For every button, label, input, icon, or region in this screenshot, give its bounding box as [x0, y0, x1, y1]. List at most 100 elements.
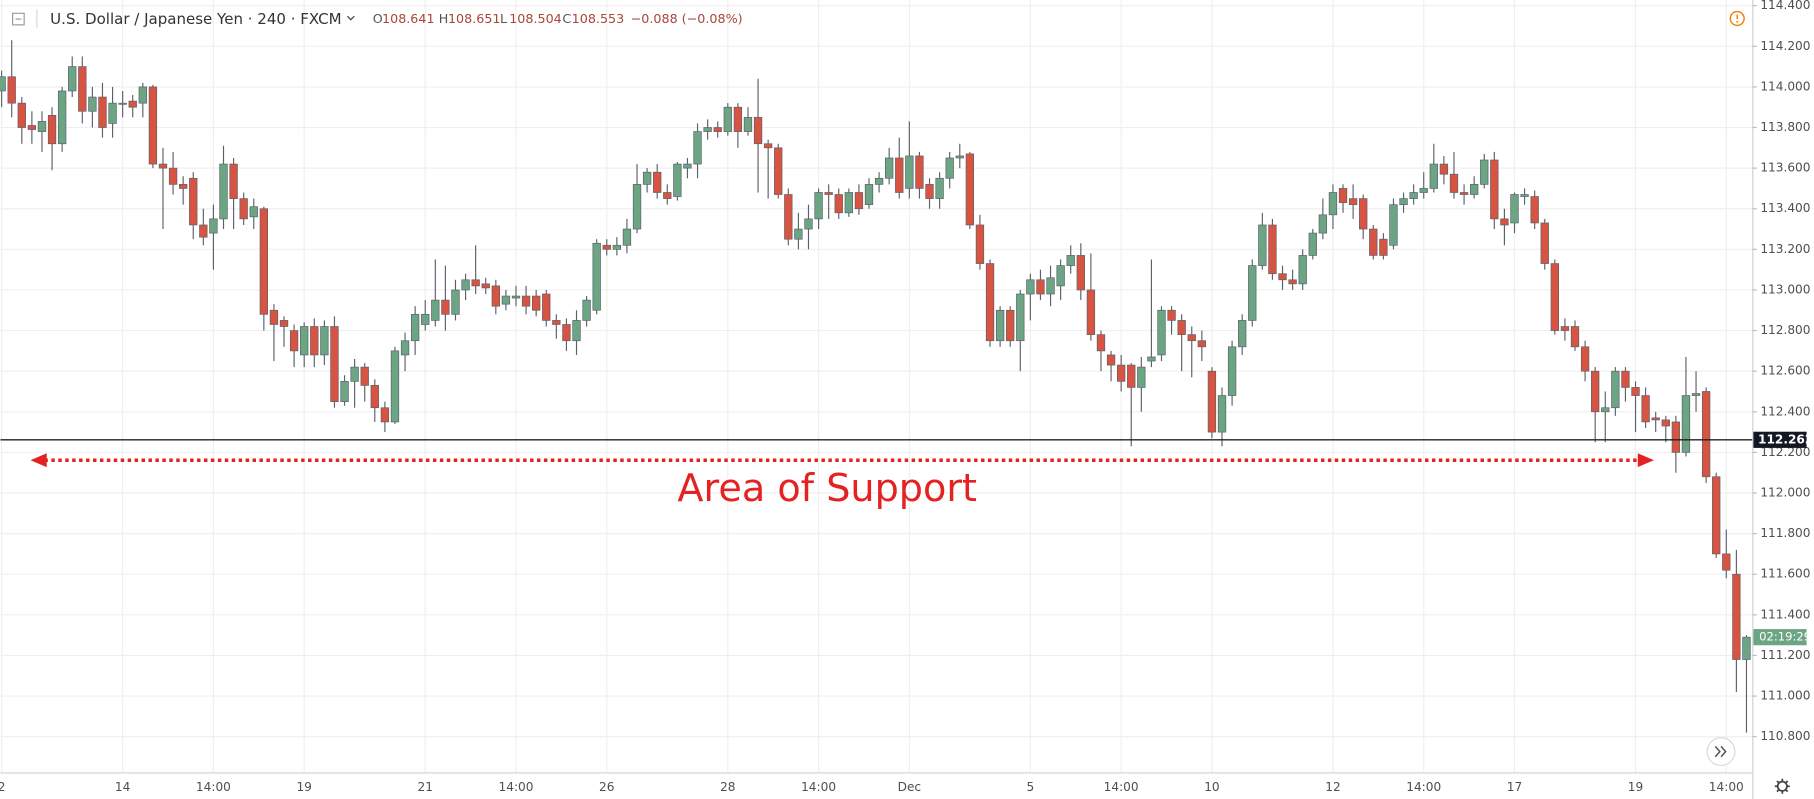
candle-body	[1127, 364, 1136, 388]
candle-body	[1268, 224, 1277, 275]
candle-body	[905, 155, 914, 189]
candle-body	[1671, 421, 1681, 453]
legend-change: −0.088 (−0.08%)	[631, 11, 743, 26]
candle-body	[57, 90, 67, 145]
candle-body	[1026, 279, 1035, 295]
candle-body	[1480, 159, 1489, 185]
support-price-tag	[1753, 431, 1807, 448]
candle-body	[168, 167, 178, 185]
candle-body	[653, 171, 662, 193]
candle-body	[481, 283, 490, 289]
warning-icon[interactable]	[1729, 10, 1745, 27]
x-tick-label: 14	[115, 780, 131, 794]
candle-body	[1157, 309, 1166, 356]
y-tick-label: 112.400	[1760, 404, 1810, 418]
ohlc-legend: O 108.641 H 108.651 L 108.504 C 108.553 −0.088 (…	[373, 11, 743, 26]
candle-body	[1651, 417, 1660, 421]
candle-body	[1147, 356, 1156, 362]
candle-body	[1681, 395, 1691, 453]
legend-value: 108.651	[448, 11, 501, 26]
x-tick-label: 14:00	[1104, 780, 1139, 794]
candle-body	[1550, 263, 1560, 331]
candle-body	[743, 117, 753, 132]
legend-key: H	[439, 11, 449, 26]
candle-body	[390, 350, 400, 423]
candle-body	[1278, 273, 1287, 281]
legend-key: C	[562, 11, 571, 26]
candle-body	[269, 309, 279, 325]
candle-body	[380, 407, 390, 423]
x-tick-label: 28	[720, 780, 735, 794]
candle-body	[1429, 163, 1438, 189]
y-tick-label: 111.000	[1760, 689, 1810, 703]
candle-body	[330, 326, 339, 402]
candle-body	[501, 295, 511, 305]
candle-body	[259, 208, 269, 315]
candle-body	[47, 114, 57, 145]
candle-body	[1207, 370, 1217, 433]
candle-body	[915, 155, 924, 189]
candle-body	[68, 66, 77, 92]
candle-body	[1116, 364, 1126, 382]
candle-body	[1490, 159, 1499, 220]
candle-body	[612, 244, 622, 250]
symbol-dropdown[interactable]	[346, 15, 355, 21]
candle-body	[1601, 407, 1610, 413]
candle-body	[249, 206, 258, 218]
candle-body	[1591, 370, 1600, 413]
candle-body	[1338, 188, 1348, 203]
candle-body	[774, 147, 783, 195]
y-tick-label: 113.800	[1760, 120, 1810, 134]
legend-key: O	[373, 11, 383, 26]
candle-body	[199, 224, 208, 238]
y-tick-label: 113.400	[1760, 201, 1810, 215]
x-tick-label: Dec	[898, 780, 921, 794]
y-tick-label: 113.600	[1760, 161, 1810, 175]
candle-body	[1046, 277, 1055, 295]
candle-body	[7, 76, 16, 104]
candle-body	[1217, 395, 1227, 433]
scroll-to-end-button[interactable]	[1706, 737, 1736, 767]
support-arrow-head-left	[30, 453, 47, 468]
candle-body	[209, 218, 218, 234]
candle-body	[1580, 346, 1590, 372]
candle-body	[179, 184, 188, 189]
candle-body	[1016, 293, 1025, 342]
x-tick-label: 14:00	[1709, 780, 1744, 794]
candle-body	[1106, 354, 1116, 366]
collapse-icon[interactable]	[12, 12, 25, 26]
candle-body	[1661, 419, 1670, 427]
candle-body	[78, 66, 87, 112]
candle-body	[1137, 366, 1146, 388]
candle-body	[814, 192, 823, 220]
candle-body	[925, 184, 934, 199]
candle-body	[1439, 163, 1449, 175]
candle-body	[532, 295, 541, 311]
candle-body	[1469, 184, 1479, 195]
candle-body	[1389, 204, 1398, 246]
candle-body	[794, 228, 803, 240]
candle-body	[592, 242, 601, 311]
candle-body	[622, 228, 632, 246]
candle-body	[1379, 238, 1388, 256]
candle-body	[98, 96, 107, 128]
candle-body	[410, 313, 420, 342]
candle-body	[642, 171, 652, 185]
symbol-title[interactable]: U.S. Dollar / Japanese Yen · 240 · FXCM	[50, 10, 341, 28]
settings-icon[interactable]	[1776, 780, 1788, 792]
candle-body	[300, 326, 309, 356]
candle-body	[895, 157, 904, 193]
candle-body	[189, 177, 198, 226]
support-price-label: 112.262	[1758, 432, 1813, 446]
candle-body	[602, 244, 611, 250]
candle-body	[128, 100, 137, 108]
x-tick-label: 2	[0, 780, 5, 794]
candle-body	[1006, 309, 1015, 342]
candle-body	[521, 295, 531, 307]
candle-body	[1520, 194, 1529, 197]
candle-body	[1086, 289, 1096, 335]
candle-body	[279, 320, 289, 327]
candle-body	[1449, 173, 1459, 193]
y-tick-label: 111.600	[1760, 567, 1810, 581]
candle-body	[1611, 370, 1620, 409]
